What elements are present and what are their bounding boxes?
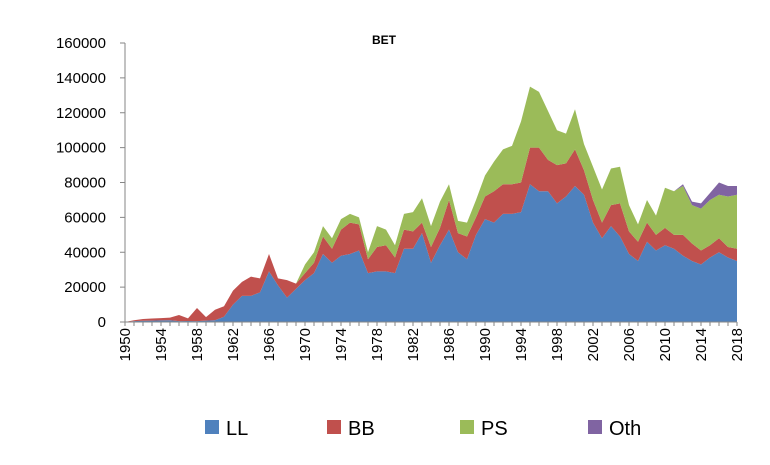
legend-swatch — [205, 420, 219, 434]
x-tick-labels: 1950 1954 1958 1962 1966 1970 1974 1978 1982 1986… — [117, 322, 746, 361]
x-tick-label: 2018 — [729, 328, 746, 361]
y-tick-label: 60000 — [64, 209, 106, 226]
legend-swatch — [588, 420, 602, 434]
x-tick-label: 1994 — [513, 328, 530, 361]
legend-label: Oth — [609, 418, 641, 440]
y-tick-label: 80000 — [64, 175, 106, 192]
legend-item-oth: Oth — [588, 418, 641, 440]
legend-swatch — [327, 420, 341, 434]
y-tick-labels: 0 20000 40000 60000 80000 100000 120000 140000 1… — [56, 35, 125, 331]
legend-item-ll: LL — [205, 418, 248, 440]
y-tick-label: 40000 — [64, 244, 106, 261]
x-tick-label: 2014 — [693, 328, 710, 361]
y-tick-label: 120000 — [56, 105, 106, 122]
legend-label: BB — [348, 418, 375, 440]
y-tick-label: 0 — [98, 314, 106, 331]
area-series-ps — [125, 86, 737, 322]
legend-item-ps: PS — [460, 418, 508, 440]
x-tick-label: 2002 — [585, 328, 602, 361]
x-tick-label: 2006 — [621, 328, 638, 361]
legend-label: LL — [226, 418, 248, 440]
x-tick-label: 1954 — [153, 328, 170, 361]
legend: LL BB PS Oth — [205, 418, 641, 440]
area-series-bb — [125, 147, 737, 322]
legend-swatch — [460, 420, 474, 434]
x-tick-label: 1962 — [225, 328, 242, 361]
x-tick-label: 1998 — [549, 328, 566, 361]
y-tick-label: 100000 — [56, 140, 106, 157]
y-tick-label: 20000 — [64, 279, 106, 296]
x-tick-label: 1986 — [441, 328, 458, 361]
x-tick-label: 1982 — [405, 328, 422, 361]
x-tick-label: 1958 — [189, 328, 206, 361]
chart-title: BET — [372, 33, 397, 47]
x-tick-label: 1950 — [117, 328, 134, 361]
x-tick-label: 1990 — [477, 328, 494, 361]
legend-item-bb: BB — [327, 418, 375, 440]
y-tick-label: 160000 — [56, 35, 106, 52]
x-tick-label: 1974 — [333, 328, 350, 361]
y-tick-label: 140000 — [56, 70, 106, 87]
x-tick-label: 2010 — [657, 328, 674, 361]
legend-label: PS — [481, 418, 508, 440]
x-tick-label: 1978 — [369, 328, 386, 361]
x-tick-label: 1970 — [297, 328, 314, 361]
area-series-group — [125, 86, 737, 322]
x-tick-label: 1966 — [261, 328, 278, 361]
area-series-ll — [125, 184, 737, 322]
